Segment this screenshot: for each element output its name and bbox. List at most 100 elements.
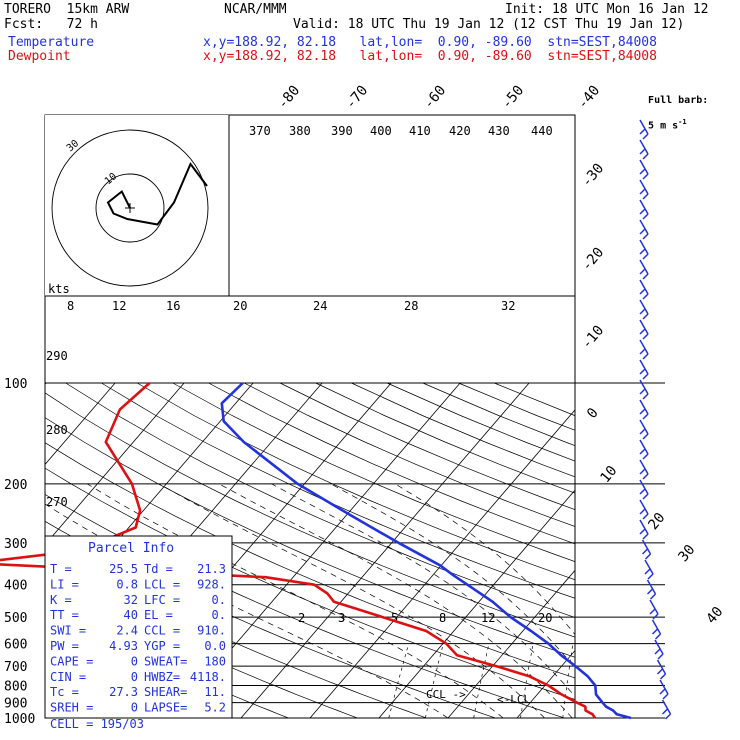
parcel-row-label: LCL = bbox=[144, 577, 180, 591]
parcel-row-label: EL = bbox=[144, 608, 173, 622]
pressure-tick-label: 200 bbox=[4, 478, 27, 493]
pressure-tick-label: 900 bbox=[4, 697, 27, 712]
parcel-info-box bbox=[44, 535, 233, 719]
mixing-ratio-label: 5 bbox=[391, 611, 398, 625]
wind-barb-staff bbox=[646, 579, 657, 595]
wind-barb-staff bbox=[639, 339, 649, 355]
wind-barb bbox=[661, 699, 672, 720]
mixing-ratio-line bbox=[619, 644, 626, 718]
parcel-row-value: 40 bbox=[124, 608, 138, 622]
wind-barb-flag bbox=[642, 193, 649, 200]
dry-adiabat bbox=[279, 382, 575, 510]
wind-barb-staff bbox=[661, 699, 672, 715]
parcel-row-label: Td = bbox=[144, 562, 173, 576]
wind-barb-flag bbox=[642, 153, 649, 160]
wind-barb bbox=[644, 559, 654, 580]
wind-barb-flag bbox=[662, 693, 669, 700]
wind-barb-staff bbox=[639, 379, 649, 395]
pressure-tick-label: 800 bbox=[4, 680, 27, 695]
theta-label: 380 bbox=[289, 124, 311, 138]
parcel-row-value: 11. bbox=[204, 685, 226, 699]
dewpoint-location: x,y=188.92, 82.18 lat,lon= 0.90, -89.60 … bbox=[203, 49, 657, 64]
wind-barb-flag bbox=[639, 308, 646, 315]
wind-barb bbox=[659, 679, 669, 700]
hodograph-ring bbox=[95, 173, 165, 243]
parcel-row-value: 0 bbox=[131, 654, 138, 668]
parcel-row-value: 4118. bbox=[190, 670, 226, 684]
wind-barb-flag bbox=[642, 133, 649, 140]
parcel-row-label: LI = bbox=[50, 577, 79, 591]
pressure-tick-label: 500 bbox=[4, 611, 27, 626]
wind-barb-staff bbox=[641, 539, 652, 555]
wind-barb bbox=[639, 419, 649, 440]
wind-barb-flag bbox=[642, 453, 649, 460]
pressure-tick-label: 300 bbox=[4, 537, 27, 552]
wind-barb bbox=[639, 439, 649, 460]
mixing-ratio-line bbox=[473, 643, 490, 718]
parcel-row-value: 0.0 bbox=[204, 639, 226, 653]
wind-barb-flag bbox=[642, 313, 649, 320]
wind-barb bbox=[646, 579, 657, 600]
parcel-row-value: 5.2 bbox=[204, 701, 226, 715]
wind-barb bbox=[639, 379, 649, 400]
parcel-row-value: 180 bbox=[204, 654, 226, 668]
wind-barb-staff bbox=[656, 659, 667, 675]
wind-barb-staff bbox=[639, 399, 649, 415]
wind-barb bbox=[639, 479, 649, 500]
theta-label: 280 bbox=[46, 423, 68, 437]
parcel-row-label: HWBZ= bbox=[144, 670, 180, 684]
dry-adiabat bbox=[45, 520, 496, 718]
wind-barb bbox=[639, 239, 649, 260]
parcel-row-value: 21.3 bbox=[197, 562, 226, 576]
parcel-row-value: 910. bbox=[197, 624, 226, 638]
wind-barb-flag bbox=[639, 288, 646, 295]
wind-barb bbox=[639, 319, 649, 340]
wind-barb-staff bbox=[639, 219, 649, 235]
wind-barb-staff bbox=[659, 679, 669, 695]
temperature-trace bbox=[220, 382, 632, 720]
wind-barb-flag bbox=[642, 373, 649, 380]
wind-barb-flag bbox=[644, 568, 651, 575]
isotherm-label: 0 bbox=[584, 405, 602, 422]
pressure-tick-label: 700 bbox=[4, 660, 27, 675]
wind-barb-staff bbox=[639, 359, 649, 375]
wind-barb-staff bbox=[639, 199, 649, 215]
init-time: Init: 18 UTC Mon 16 Jan 12 bbox=[505, 2, 709, 17]
wind-barb-flag bbox=[642, 333, 649, 340]
wind-barb bbox=[639, 119, 649, 140]
isotherm-label: -30 bbox=[579, 161, 608, 191]
parcel-row-label: SWEAT= bbox=[144, 654, 187, 668]
pressure-tick-label: 400 bbox=[4, 579, 27, 594]
moist-adiabat bbox=[218, 483, 573, 718]
wind-barb-flag bbox=[642, 493, 649, 500]
barb-legend-exponent: -1 bbox=[678, 118, 687, 126]
parcel-row-value: 0 bbox=[131, 701, 138, 715]
dry-adiabat bbox=[45, 493, 565, 718]
parcel-row-label: YGP = bbox=[144, 639, 180, 653]
dry-adiabat bbox=[45, 417, 575, 658]
wind-barb-flag bbox=[639, 328, 646, 335]
wind-barb bbox=[639, 159, 649, 180]
dry-adiabat bbox=[172, 382, 575, 562]
mixing-ratio-label: 20 bbox=[538, 611, 552, 625]
wind-barb bbox=[639, 339, 649, 360]
mixing-ratio-line bbox=[424, 643, 444, 718]
isotherm-label: 20 bbox=[645, 510, 668, 533]
wind-barb-flag bbox=[639, 428, 646, 435]
wind-barb bbox=[639, 459, 649, 480]
wind-barb-staff bbox=[639, 119, 649, 135]
isotherm-label: -20 bbox=[579, 245, 608, 275]
wind-barb bbox=[639, 179, 649, 200]
wind-barb-flag bbox=[639, 128, 646, 135]
wind-barb-staff bbox=[639, 299, 649, 315]
hodograph-speed-label: 32 bbox=[501, 299, 515, 313]
isotherm-line bbox=[45, 382, 185, 546]
parcel-row-label: SREH = bbox=[50, 701, 93, 715]
wind-barb-flag bbox=[642, 273, 649, 280]
wind-barb-flag bbox=[642, 253, 649, 260]
wind-barb bbox=[656, 659, 667, 680]
wind-barb-flag bbox=[642, 173, 649, 180]
wind-barb bbox=[641, 539, 652, 560]
hodograph-background bbox=[45, 115, 229, 296]
